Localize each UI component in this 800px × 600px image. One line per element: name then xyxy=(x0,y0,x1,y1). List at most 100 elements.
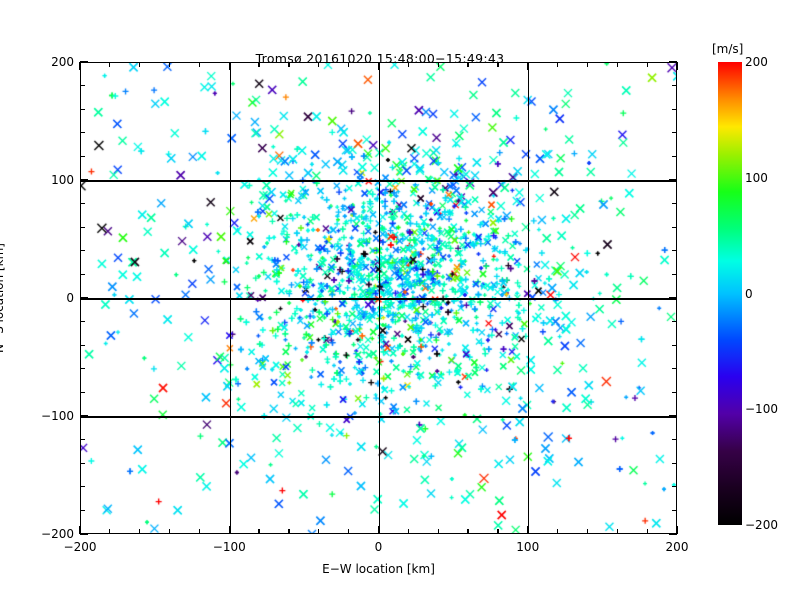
colorbar-tick-label: 200 xyxy=(745,55,768,69)
y-tick-right xyxy=(672,462,677,464)
x-tick xyxy=(258,529,260,534)
x-tick-top xyxy=(109,62,111,67)
x-tick xyxy=(497,529,499,534)
x-tick-top xyxy=(437,62,439,67)
x-tick-top xyxy=(586,62,589,67)
x-tick xyxy=(168,529,171,534)
gridline-horizontal xyxy=(81,416,676,418)
x-tick-top xyxy=(79,62,81,70)
y-tick-right xyxy=(669,179,677,181)
scatter-plot-area[interactable] xyxy=(80,62,677,534)
scatter-points-layer xyxy=(81,63,676,533)
x-tick-top xyxy=(497,62,499,67)
y-tick xyxy=(80,368,85,370)
x-tick xyxy=(407,529,409,534)
y-tick xyxy=(80,108,85,110)
colorbar-tick-label: −200 xyxy=(745,518,778,532)
y-tick-right xyxy=(672,202,677,205)
x-tick xyxy=(228,526,230,534)
x-tick-label: 200 xyxy=(665,540,689,554)
x-tick xyxy=(288,529,290,534)
colorbar[interactable]: 200 100 0 −100 −200 xyxy=(718,55,778,532)
x-tick xyxy=(348,529,350,534)
x-tick-top xyxy=(228,62,230,70)
y-tick-right xyxy=(672,132,677,134)
y-tick-right xyxy=(672,226,677,228)
y-tick xyxy=(80,462,85,464)
x-tick-top xyxy=(377,62,380,70)
x-tick-top xyxy=(676,62,678,70)
y-tick-right xyxy=(669,297,677,299)
y-tick-label: 0 xyxy=(66,291,74,305)
y-tick-right xyxy=(672,155,677,158)
colorbar-unit-label: [m/s] xyxy=(712,42,744,56)
y-tick-label: −100 xyxy=(41,409,74,423)
y-tick-right xyxy=(672,320,677,323)
y-tick-right xyxy=(672,273,677,276)
x-tick xyxy=(109,529,111,534)
y-tick-right xyxy=(672,486,677,488)
y-tick xyxy=(80,61,88,63)
y-tick xyxy=(80,486,85,488)
y-tick xyxy=(80,297,88,299)
y-tick xyxy=(80,226,85,228)
x-tick xyxy=(676,526,678,534)
y-tick xyxy=(80,320,85,323)
x-tick xyxy=(556,529,559,534)
x-tick-top xyxy=(348,62,350,67)
x-tick-top xyxy=(258,62,260,67)
x-tick-top xyxy=(527,62,529,70)
x-tick-top xyxy=(646,62,648,67)
y-tick-right xyxy=(672,391,677,394)
y-tick-right xyxy=(672,368,677,370)
x-tick-top xyxy=(139,62,141,67)
y-tick xyxy=(80,509,85,512)
x-tick xyxy=(437,529,439,534)
x-tick xyxy=(377,526,380,534)
x-tick-label: −200 xyxy=(63,540,97,554)
x-tick-label: −100 xyxy=(212,540,246,554)
y-tick xyxy=(80,344,85,346)
x-tick-top xyxy=(168,62,171,67)
y-tick-right xyxy=(672,438,677,441)
x-tick xyxy=(586,529,589,534)
x-tick-label: 0 xyxy=(374,540,383,554)
y-tick-right xyxy=(672,509,677,512)
y-tick-right xyxy=(669,415,677,417)
y-tick-right xyxy=(672,108,677,110)
colorbar-gradient xyxy=(718,62,742,525)
y-tick xyxy=(80,273,85,276)
x-tick-top xyxy=(407,62,409,67)
y-tick xyxy=(80,132,85,134)
x-tick-top xyxy=(467,62,469,67)
y-tick-label: 200 xyxy=(51,55,74,69)
x-tick xyxy=(198,529,201,534)
x-tick xyxy=(79,526,81,534)
y-tick xyxy=(80,202,85,205)
gridline-horizontal xyxy=(81,180,676,182)
y-tick xyxy=(80,415,88,417)
y-tick xyxy=(80,533,88,535)
x-tick xyxy=(527,526,529,534)
y-tick-right xyxy=(672,344,677,346)
gridline-horizontal xyxy=(81,298,676,300)
colorbar-tick-label: −100 xyxy=(745,402,778,417)
y-tick xyxy=(80,84,85,87)
y-axis-title-text: N−S location [km] xyxy=(0,243,6,353)
x-tick-top xyxy=(318,62,320,67)
x-tick xyxy=(318,529,320,534)
gridline-vertical xyxy=(229,63,231,533)
colorbar-tick-label: 0 xyxy=(745,286,753,301)
x-tick-top xyxy=(288,62,290,67)
x-tick xyxy=(646,529,648,534)
colorbar-tick-label: 100 xyxy=(745,170,768,185)
y-tick xyxy=(80,438,85,441)
y-tick-right xyxy=(669,61,677,63)
y-tick-label: 100 xyxy=(51,173,74,187)
y-tick xyxy=(80,391,85,394)
y-tick xyxy=(80,179,88,181)
y-tick-label: −200 xyxy=(41,527,74,541)
y-tick-right xyxy=(669,533,677,535)
x-tick-label: 100 xyxy=(516,540,540,554)
y-tick xyxy=(80,250,85,252)
